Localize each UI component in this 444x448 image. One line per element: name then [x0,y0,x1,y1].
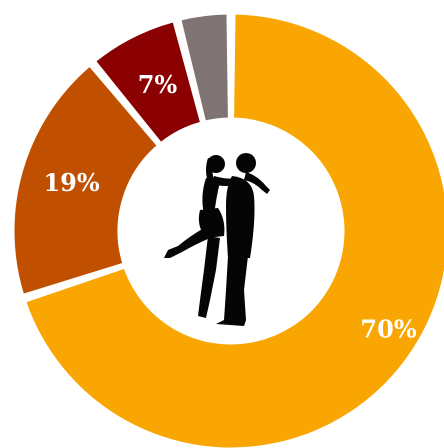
slice-19-percent [11,62,161,298]
slice-7-percent [92,18,204,146]
slice-70-percent [22,11,444,448]
donut-slices [11,11,444,448]
slice-gray [177,11,231,124]
label-7-percent: 7% [138,70,178,99]
slice-labels: 70% 19% 7% [43,70,416,343]
embracing-couple-silhouette-icon [164,153,270,326]
label-70-percent: 70% [360,314,416,343]
label-19-percent: 19% [43,168,99,197]
